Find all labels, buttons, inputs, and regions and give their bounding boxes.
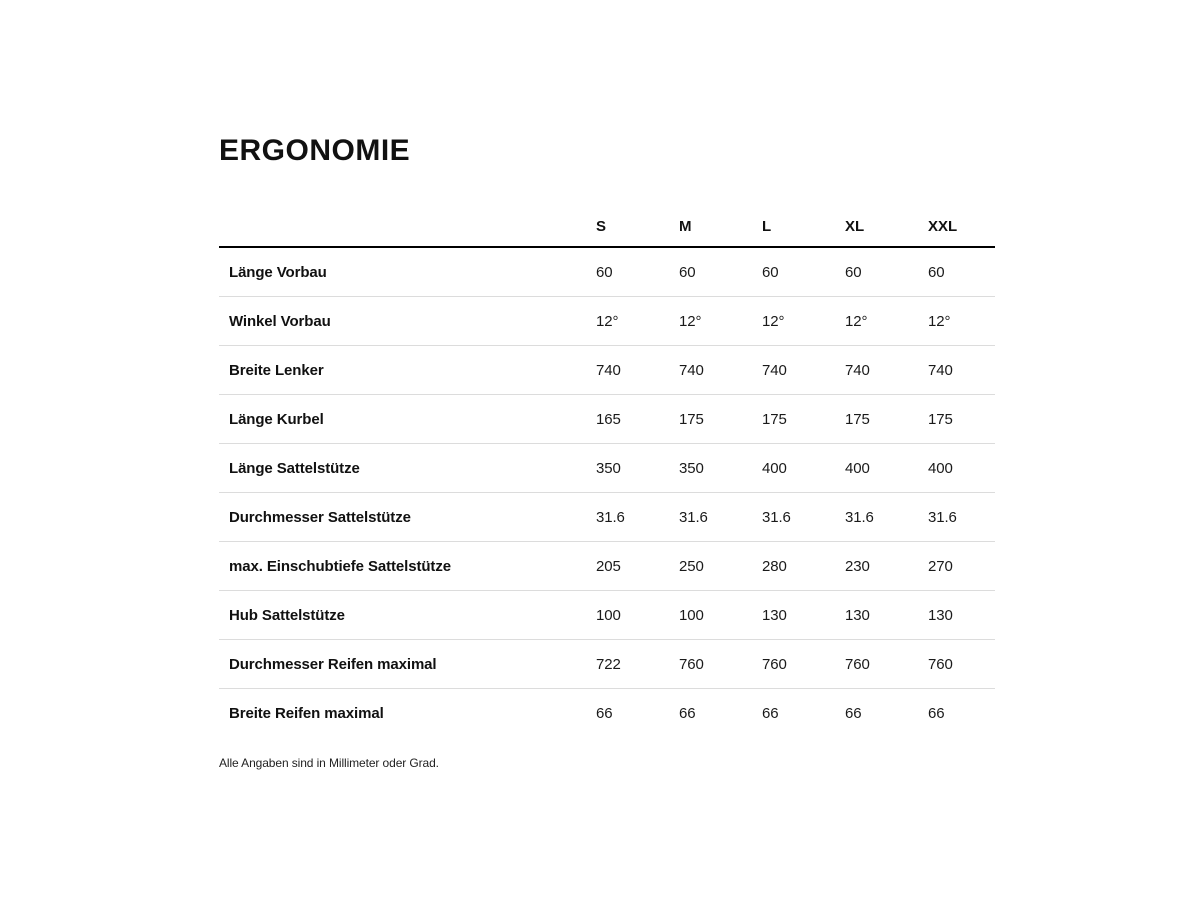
spec-value-cell: 31.6 <box>845 492 928 542</box>
spec-row-label: Länge Kurbel <box>219 394 596 444</box>
spec-row-label: Länge Sattelstütze <box>219 443 596 493</box>
spec-value-cell: 280 <box>762 541 845 591</box>
section-title: ERGONOMIE <box>219 134 411 167</box>
spec-value-cell: 175 <box>679 394 762 444</box>
spec-value-cell: 12° <box>596 296 679 346</box>
spec-table-row: Länge Sattelstütze 350 350 400 400 400 <box>219 443 995 493</box>
spec-value-cell: 740 <box>596 345 679 395</box>
spec-value-cell: 165 <box>596 394 679 444</box>
spec-value-cell: 100 <box>596 590 679 640</box>
spec-value-cell: 760 <box>762 639 845 689</box>
spec-table-row: Länge Vorbau 60 60 60 60 60 <box>219 247 995 297</box>
ergonomics-section: ERGONOMIE S M L XL XXL Länge Vorbau 60 60 6… <box>219 135 995 770</box>
spec-value-cell: 740 <box>928 345 995 395</box>
spec-value-cell: 60 <box>845 247 928 297</box>
spec-value-cell: 31.6 <box>596 492 679 542</box>
spec-value-cell: 230 <box>845 541 928 591</box>
spec-value-cell: 12° <box>679 296 762 346</box>
spec-row-label: Breite Lenker <box>219 345 596 395</box>
spec-value-cell: 66 <box>928 704 945 722</box>
spec-row-label: Hub Sattelstütze <box>219 590 596 640</box>
spec-value-cell: 175 <box>762 394 845 444</box>
spec-table-header: S M L XL XXL <box>219 203 995 248</box>
spec-table-row: Breite Lenker 740 740 740 740 740 <box>219 345 995 395</box>
size-header-s: S <box>596 203 679 248</box>
spec-value-cell: 66 <box>762 704 779 722</box>
size-header-l: L <box>762 203 845 248</box>
spec-table-row: Durchmesser Sattelstütze 31.6 31.6 31.6 31.6… <box>219 492 995 542</box>
spec-value-cell: 400 <box>762 443 845 493</box>
spec-value-cell: 66 <box>679 704 696 722</box>
spec-value-cell: 66 <box>596 704 613 722</box>
spec-value-cell: 31.6 <box>928 492 995 542</box>
spec-table-row: Durchmesser Reifen maximal 722 760 760 760 76… <box>219 639 995 689</box>
spec-value-cell: 12° <box>928 296 995 346</box>
spec-value-cell: 760 <box>679 639 762 689</box>
spec-table-row: Breite Reifen maximal 66 66 66 66 66 <box>219 689 995 738</box>
size-header-xl: XL <box>845 203 928 248</box>
spec-value-cell: 740 <box>679 345 762 395</box>
spec-value-cell: 12° <box>762 296 845 346</box>
spec-table-row: Hub Sattelstütze 100 100 130 130 130 <box>219 590 995 640</box>
spec-value-cell: 400 <box>928 443 995 493</box>
spec-value-cell: 350 <box>679 443 762 493</box>
spec-row-label: Länge Vorbau <box>219 247 596 297</box>
spec-value-cell: 400 <box>845 443 928 493</box>
spec-value-cell: 60 <box>762 247 845 297</box>
spec-table-row: Winkel Vorbau 12° 12° 12° 12° 12° <box>219 296 995 346</box>
spec-value-cell: 740 <box>845 345 928 395</box>
spec-value-cell: 31.6 <box>762 492 845 542</box>
spec-value-cell: 205 <box>596 541 679 591</box>
spec-value-cell: 130 <box>845 590 928 640</box>
spec-value-cell: 740 <box>762 345 845 395</box>
spec-value-cell: 12° <box>845 296 928 346</box>
spec-value-cell: 60 <box>928 247 995 297</box>
spec-row-label: Breite Reifen maximal <box>229 704 384 722</box>
spec-value-cell: 130 <box>762 590 845 640</box>
spec-value-cell: 130 <box>928 590 995 640</box>
spec-value-cell: 760 <box>845 639 928 689</box>
spec-row-label: Durchmesser Sattelstütze <box>219 492 596 542</box>
spec-table-row: Länge Kurbel 165 175 175 175 175 <box>219 394 995 444</box>
units-footnote: Alle Angaben sind in Millimeter oder Gra… <box>219 756 439 770</box>
size-header-m: M <box>679 203 762 248</box>
spec-value-cell: 31.6 <box>679 492 762 542</box>
spec-value-cell: 175 <box>928 394 995 444</box>
spec-value-cell: 60 <box>596 247 679 297</box>
spec-value-cell: 175 <box>845 394 928 444</box>
spec-row-label: Durchmesser Reifen maximal <box>219 639 596 689</box>
spec-value-cell: 100 <box>679 590 762 640</box>
spec-value-cell: 66 <box>845 704 862 722</box>
spec-row-label: max. Einschubtiefe Sattelstütze <box>219 541 596 591</box>
size-header-spacer <box>219 203 596 248</box>
spec-row-label: Winkel Vorbau <box>219 296 596 346</box>
size-header-xxl: XXL <box>928 203 995 248</box>
size-header-row: S M L XL XXL <box>219 203 995 248</box>
spec-table-body: Länge Vorbau 60 60 60 60 60 Winkel Vorbau 12° 12… <box>219 247 995 737</box>
spec-value-cell: 760 <box>928 639 995 689</box>
spec-table-row: max. Einschubtiefe Sattelstütze 205 250 280… <box>219 541 995 591</box>
spec-value-cell: 60 <box>679 247 762 297</box>
spec-value-cell: 722 <box>596 639 679 689</box>
spec-value-cell: 270 <box>928 541 995 591</box>
ergonomics-spec-table: S M L XL XXL Länge Vorbau 60 60 60 60 60 Winke… <box>219 203 995 737</box>
spec-value-cell: 250 <box>679 541 762 591</box>
spec-value-cell: 350 <box>596 443 679 493</box>
